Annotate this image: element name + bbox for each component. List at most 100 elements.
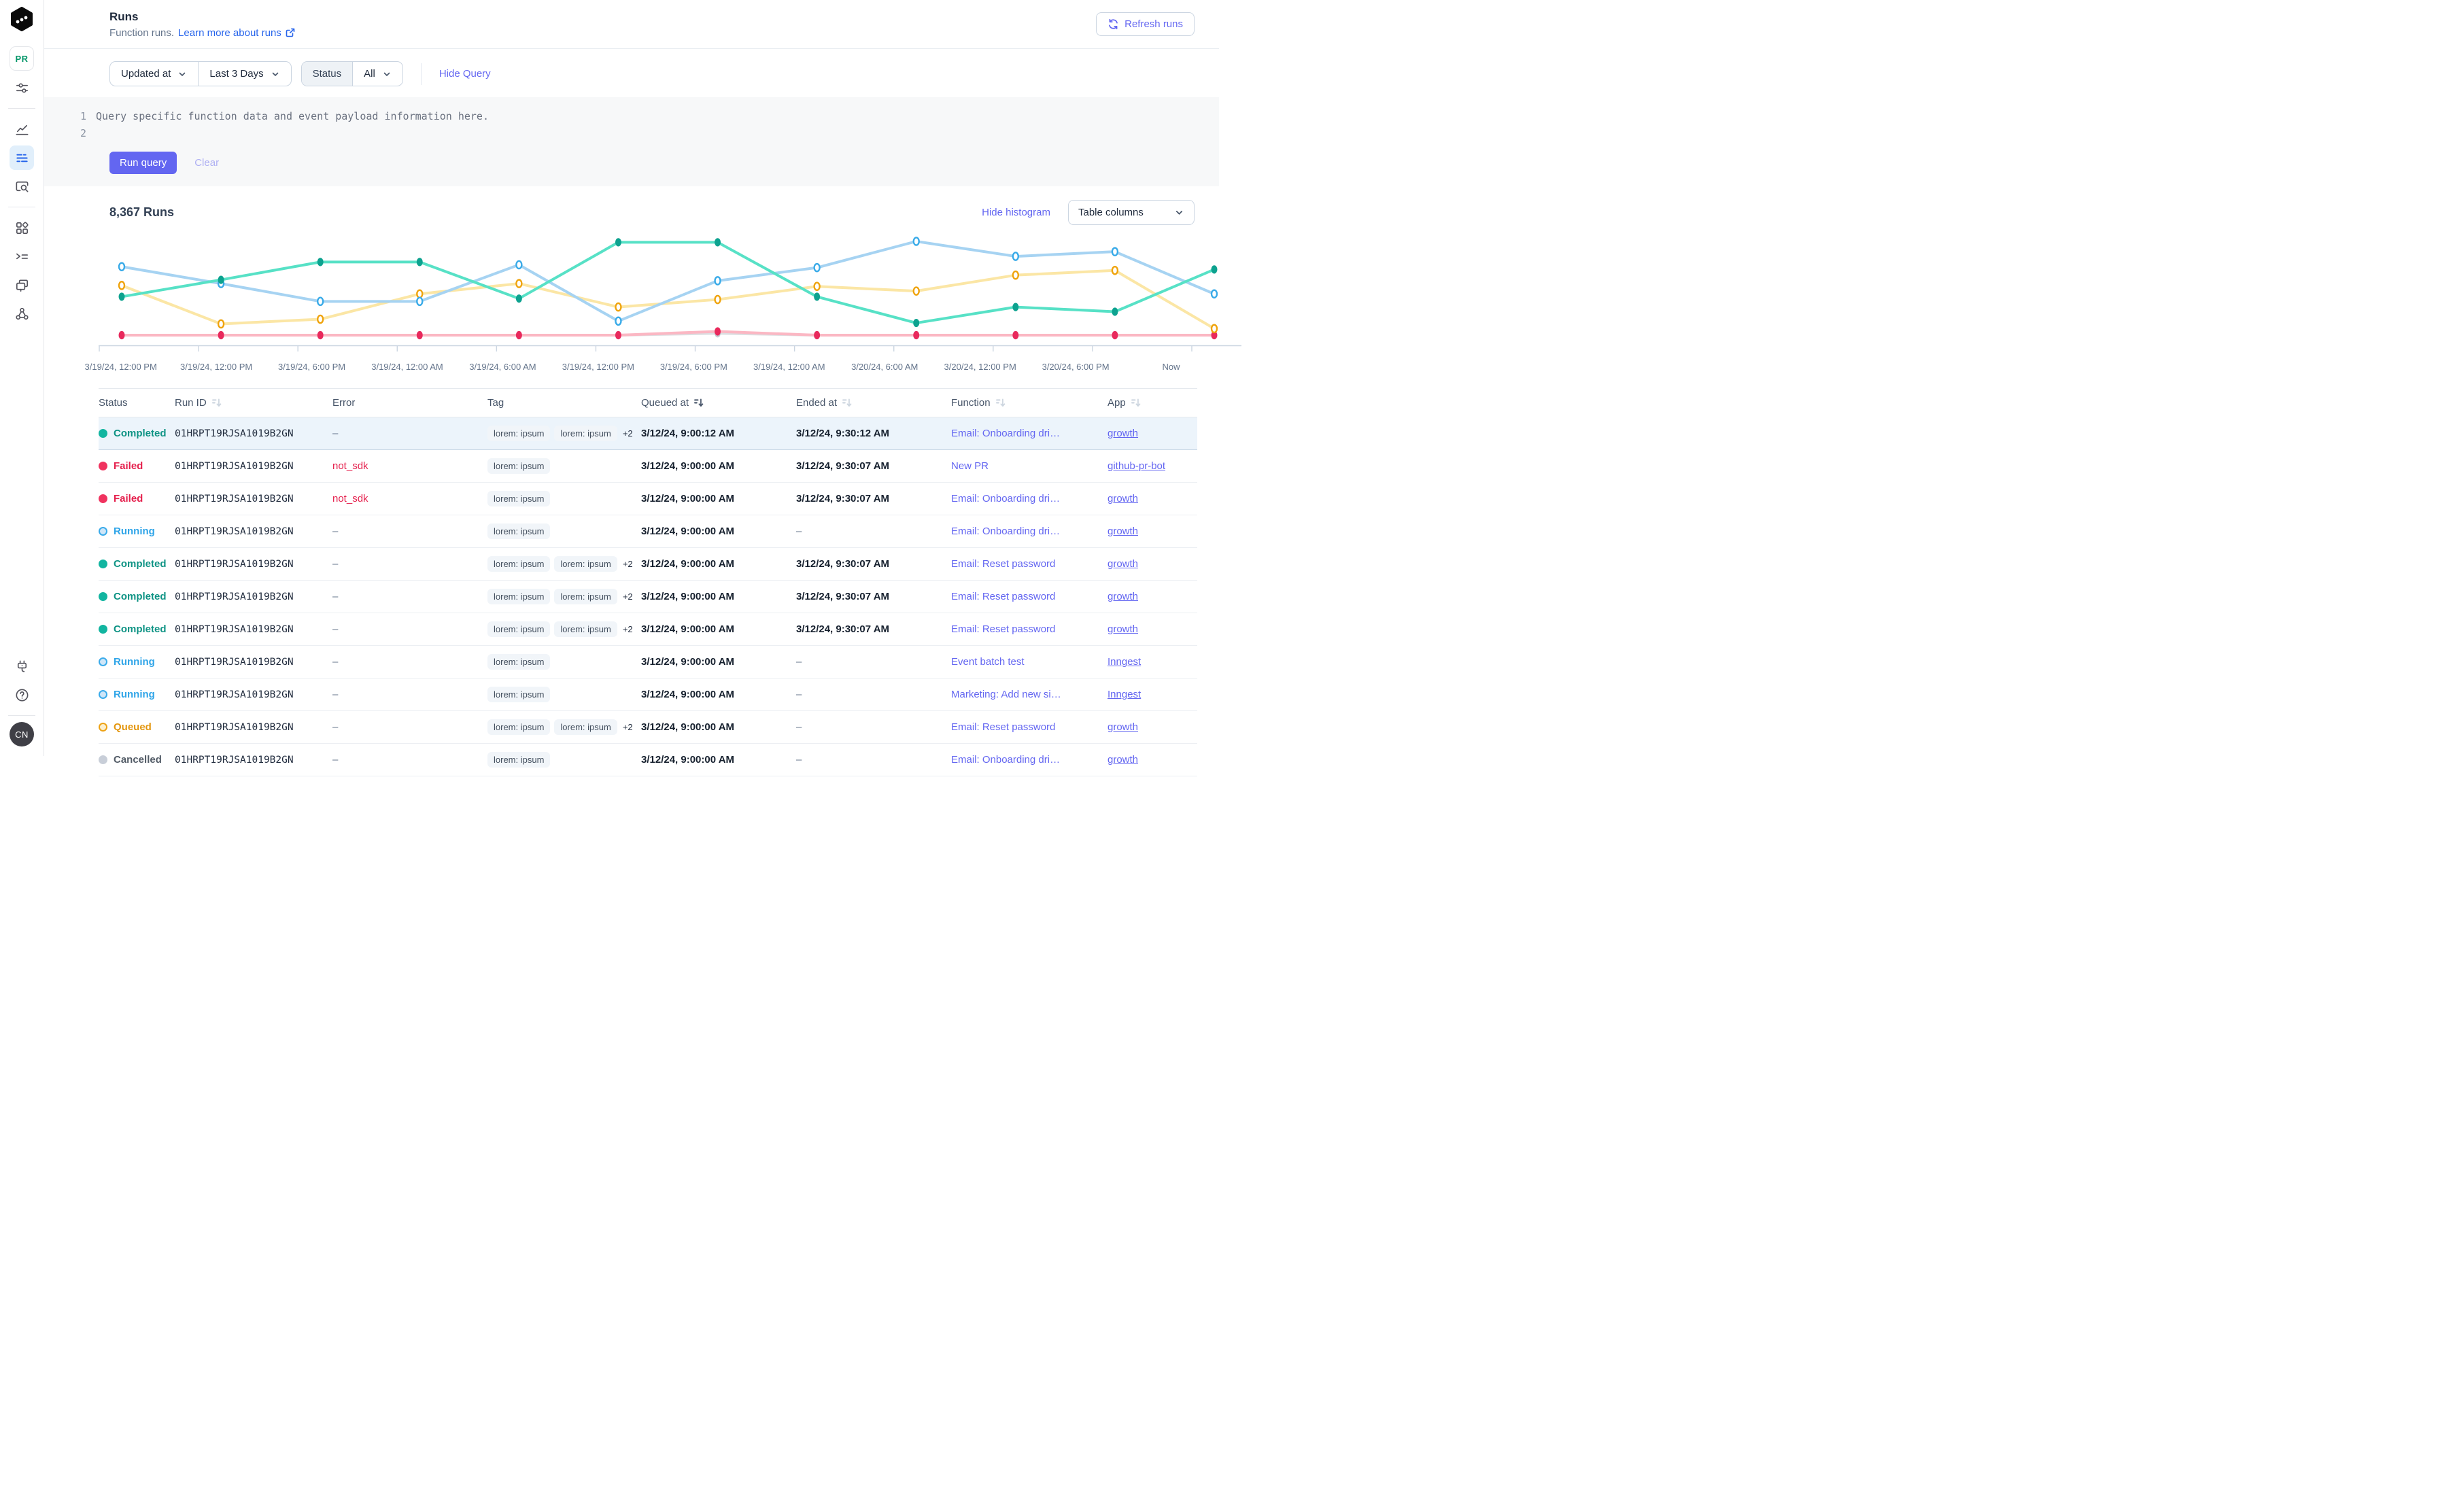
x-axis-label: 3/19/24, 12:00 PM <box>562 362 634 372</box>
x-axis-label: 3/20/24, 6:00 PM <box>1042 362 1110 372</box>
app-link[interactable]: growth <box>1108 493 1197 504</box>
sidebar-item-metrics[interactable] <box>10 117 34 141</box>
function-link[interactable]: Event batch test <box>951 656 1108 668</box>
function-link[interactable]: Marketing: Add new si… <box>951 689 1108 700</box>
app-link[interactable]: growth <box>1108 428 1197 439</box>
queued-at-cell: 3/12/24, 9:00:00 AM <box>641 460 796 472</box>
queued-at-cell: 3/12/24, 9:00:00 AM <box>641 656 796 668</box>
app-link[interactable]: Inngest <box>1108 656 1197 668</box>
sort-icon[interactable] <box>211 398 222 408</box>
status-dot <box>99 657 107 666</box>
table-columns-dropdown[interactable]: Table columns <box>1068 200 1195 225</box>
sidebar-item-help[interactable] <box>10 683 34 707</box>
function-link[interactable]: Email: Reset password <box>951 558 1108 570</box>
table-row[interactable]: Failed01HRPT19RJSA1019B2GNnot_sdklorem: … <box>99 450 1197 483</box>
sidebar-item-apps[interactable] <box>10 216 34 240</box>
app-link[interactable]: growth <box>1108 526 1197 537</box>
sidebar-item-runs[interactable] <box>10 145 34 170</box>
query-line[interactable]: 1Query specific function data and event … <box>44 108 1195 125</box>
status-dot <box>99 527 107 536</box>
page-subtitle: Function runs. <box>109 27 174 39</box>
query-line[interactable]: 2 <box>44 125 1195 142</box>
sidebar-item-webhooks[interactable] <box>10 301 34 326</box>
sidebar-item-settings[interactable] <box>10 75 34 100</box>
queued-at-cell: 3/12/24, 9:00:00 AM <box>641 558 796 570</box>
ended-at-cell: 3/12/24, 9:30:07 AM <box>796 460 951 472</box>
app-link[interactable]: growth <box>1108 754 1197 766</box>
table-row[interactable]: Failed01HRPT19RJSA1019B2GNnot_sdklorem: … <box>99 483 1197 515</box>
filter-bar: Updated at Last 3 Days Status All Hide Q… <box>44 49 1219 97</box>
column-header-ended-at[interactable]: Ended at <box>796 397 951 409</box>
run-id-cell: 01HRPT19RJSA1019B2GN <box>175 689 332 700</box>
hide-query-link[interactable]: Hide Query <box>439 68 491 80</box>
tag-more-count: +2 <box>623 591 633 602</box>
column-header-run-id[interactable]: Run ID <box>175 397 332 409</box>
sidebar-item-events[interactable] <box>10 174 34 199</box>
table-row[interactable]: Queued01HRPT19RJSA1019B2GN–lorem: ipsuml… <box>99 711 1197 744</box>
run-query-button[interactable]: Run query <box>109 152 177 174</box>
user-avatar[interactable]: CN <box>10 722 34 746</box>
inngest-logo-icon[interactable] <box>10 7 33 31</box>
table-row[interactable]: Completed01HRPT19RJSA1019B2GN–lorem: ips… <box>99 613 1197 646</box>
learn-more-link[interactable]: Learn more about runs <box>178 27 296 39</box>
status-cell: Queued <box>99 721 175 733</box>
chevron-down-icon <box>177 69 187 79</box>
column-header-queued-at[interactable]: Queued at <box>641 397 796 409</box>
table-row[interactable]: Running01HRPT19RJSA1019B2GN–lorem: ipsum… <box>99 515 1197 548</box>
app-link[interactable]: growth <box>1108 721 1197 733</box>
sort-icon[interactable] <box>1131 398 1141 408</box>
avatar-initials: CN <box>15 729 29 740</box>
function-link[interactable]: New PR <box>951 460 1108 472</box>
function-link[interactable]: Email: Onboarding dri… <box>951 754 1108 766</box>
tag-chip: lorem: ipsum <box>487 589 550 604</box>
error-cell: – <box>332 623 487 635</box>
table-row[interactable]: Cancelled01HRPT19RJSA1019B2GN–lorem: ips… <box>99 744 1197 776</box>
app-link[interactable]: growth <box>1108 623 1197 635</box>
sidebar-item-functions[interactable] <box>10 244 34 269</box>
sidebar-item-deploys[interactable] <box>10 273 34 297</box>
runs-list-icon <box>14 150 30 166</box>
status-cell: Failed <box>99 493 175 504</box>
function-link[interactable]: Email: Reset password <box>951 721 1108 733</box>
app-link[interactable]: github-pr-bot <box>1108 460 1197 472</box>
table-row[interactable]: Running01HRPT19RJSA1019B2GN–lorem: ipsum… <box>99 678 1197 711</box>
app-link[interactable]: growth <box>1108 558 1197 570</box>
learn-more-label: Learn more about runs <box>178 27 281 39</box>
query-editor[interactable]: 1Query specific function data and event … <box>44 97 1219 186</box>
tag-cell: lorem: ipsum <box>487 523 641 539</box>
sidebar: PR <box>0 0 44 756</box>
time-range-dropdown[interactable]: Last 3 Days <box>198 62 290 86</box>
function-link[interactable]: Email: Onboarding dri… <box>951 428 1108 439</box>
function-link[interactable]: Email: Onboarding dri… <box>951 493 1108 504</box>
clear-query-button[interactable]: Clear <box>194 157 219 169</box>
hide-histogram-link[interactable]: Hide histogram <box>982 207 1050 218</box>
x-axis-label: Now <box>1163 362 1180 372</box>
time-field-dropdown[interactable]: Updated at <box>110 62 198 86</box>
refresh-runs-button[interactable]: Refresh runs <box>1096 12 1195 36</box>
ended-at-cell: – <box>796 656 951 668</box>
function-link[interactable]: Email: Reset password <box>951 591 1108 602</box>
tag-chip: lorem: ipsum <box>554 426 617 441</box>
table-row[interactable]: Completed01HRPT19RJSA1019B2GN–lorem: ips… <box>99 417 1197 450</box>
status-filter-dropdown[interactable]: All <box>352 62 402 86</box>
column-header-app[interactable]: App <box>1108 397 1197 409</box>
table-row[interactable]: Running01HRPT19RJSA1019B2GN–lorem: ipsum… <box>99 646 1197 678</box>
column-header-function[interactable]: Function <box>951 397 1108 409</box>
tag-more-count: +2 <box>623 559 633 569</box>
sort-icon[interactable] <box>842 398 852 408</box>
sidebar-item-dev-server[interactable] <box>10 654 34 678</box>
table-row[interactable]: Completed01HRPT19RJSA1019B2GN–lorem: ips… <box>99 581 1197 613</box>
app-link[interactable]: growth <box>1108 591 1197 602</box>
table-row[interactable]: Completed01HRPT19RJSA1019B2GN–lorem: ips… <box>99 548 1197 581</box>
status-label: Running <box>114 526 155 537</box>
status-filter-value: All <box>364 68 375 80</box>
sort-icon[interactable] <box>693 398 704 408</box>
app-link[interactable]: Inngest <box>1108 689 1197 700</box>
sort-icon[interactable] <box>995 398 1006 408</box>
status-cell: Running <box>99 656 175 668</box>
function-link[interactable]: Email: Reset password <box>951 623 1108 635</box>
runs-count: 8,367 Runs <box>109 205 174 220</box>
function-link[interactable]: Email: Onboarding dri… <box>951 526 1108 537</box>
workspace-badge[interactable]: PR <box>10 46 34 71</box>
ended-at-cell: 3/12/24, 9:30:07 AM <box>796 591 951 602</box>
